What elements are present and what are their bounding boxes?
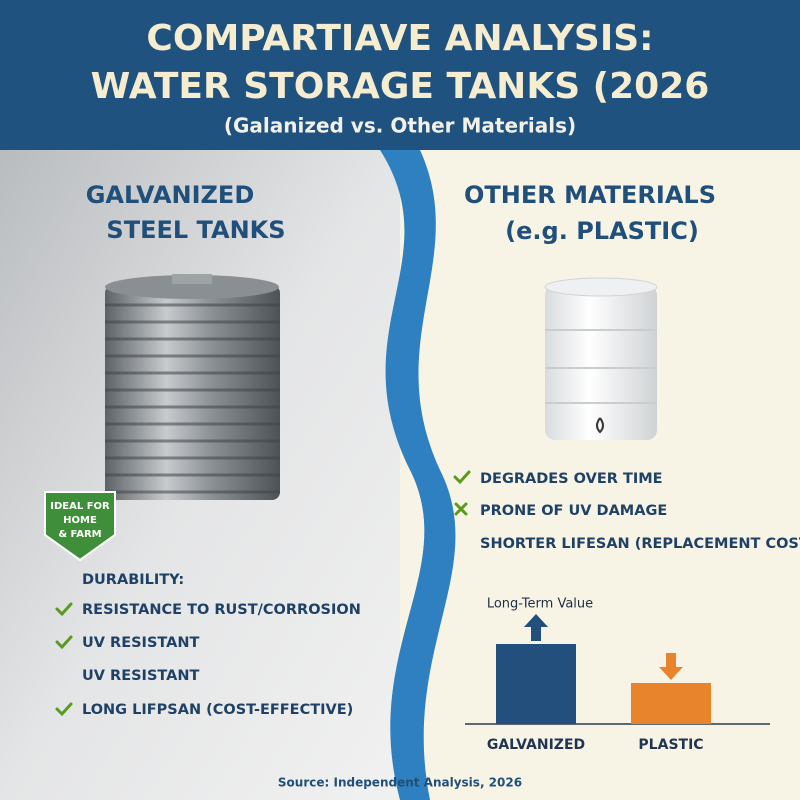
check-icon xyxy=(55,602,73,617)
list-item: LONG LIFPSAN (COST-EFFECTIVE) xyxy=(82,702,353,718)
heading: OTHER MATERIALS xyxy=(464,181,716,209)
up-arrow xyxy=(524,614,548,641)
list-title: DURABILITY: xyxy=(82,572,184,588)
badge-text: & FARM xyxy=(58,529,101,540)
steel-tank xyxy=(105,274,280,500)
plastic-barrel xyxy=(544,277,658,440)
badge xyxy=(44,491,116,562)
bar xyxy=(631,683,711,724)
check-icon xyxy=(453,470,471,485)
heading: GALVANIZED xyxy=(86,181,255,209)
list-item: DEGRADES OVER TIME xyxy=(480,471,663,487)
subtitle: (Galanized vs. Other Materials) xyxy=(224,114,576,138)
bar xyxy=(496,644,576,724)
category-label: PLASTIC xyxy=(638,737,703,753)
heading: STEEL TANKS xyxy=(106,216,285,244)
title: COMPARTIAVE ANALYSIS: xyxy=(146,18,653,59)
wave-divider xyxy=(380,150,456,800)
header-band xyxy=(0,0,800,150)
list-item: PRONE OF UV DAMAGE xyxy=(480,503,667,519)
list-item: UV RESISTANT xyxy=(82,635,200,651)
list-item: UV RESISTANT xyxy=(82,668,200,684)
heading: (e.g. PLASTIC) xyxy=(505,217,699,245)
source: Source: Independent Analysis, 2026 xyxy=(278,776,522,790)
chart-title: Long-Term Value xyxy=(487,597,593,612)
check-icon xyxy=(55,635,73,650)
list-item: RESISTANCE TO RUST/CORROSION xyxy=(82,602,361,618)
badge-text: HOME xyxy=(63,515,97,526)
category-label: GALVANIZED xyxy=(487,737,585,753)
title: WATER STORAGE TANKS (2026 xyxy=(91,66,710,107)
check-icon xyxy=(55,702,73,717)
list-item: SHORTER LIFESAN (REPLACEMENT COSTS) xyxy=(480,536,800,552)
down-arrow xyxy=(659,653,683,680)
cross-icon xyxy=(454,502,468,516)
badge-text: IDEAL FOR xyxy=(50,501,110,512)
